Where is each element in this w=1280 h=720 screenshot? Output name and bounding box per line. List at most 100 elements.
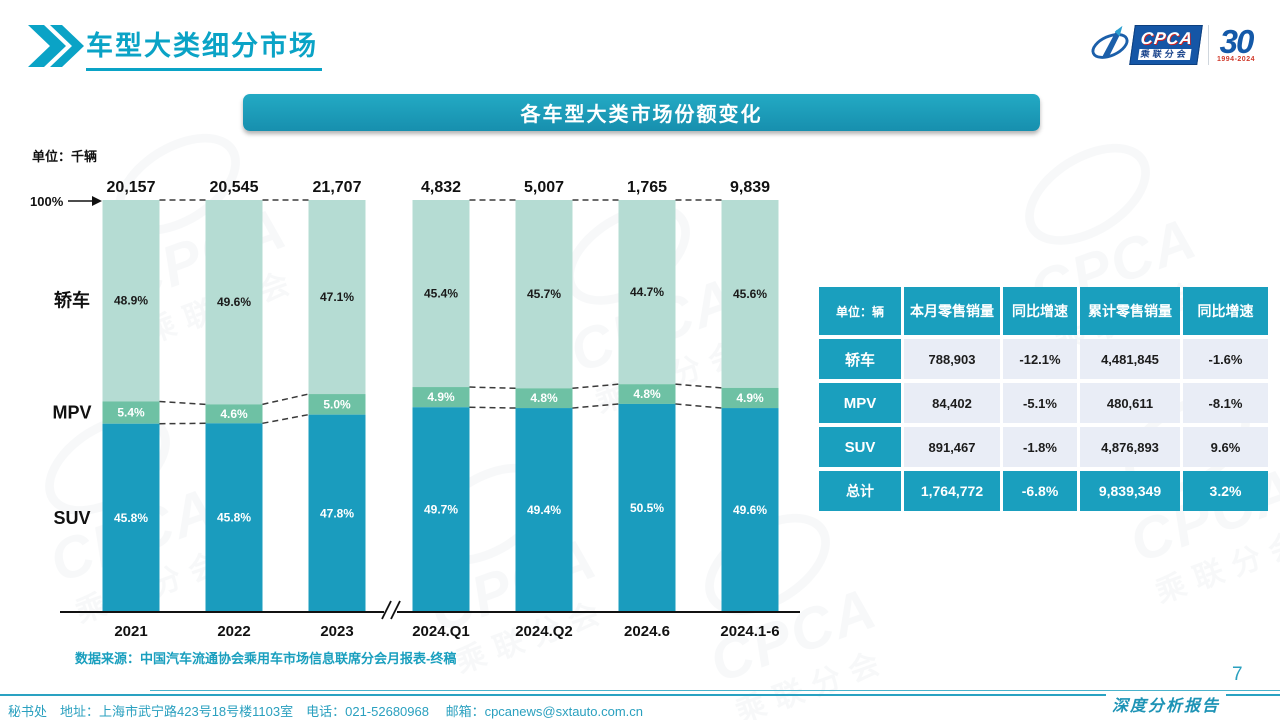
table-cell: 480,611: [1080, 383, 1180, 423]
dashed-connector: [675, 383, 722, 389]
bar-mpv-2024.Q2: [515, 388, 573, 409]
bar-total-label: 9,839: [730, 179, 770, 196]
mpv-pct-label: 4.6%: [220, 407, 248, 421]
bar-suv-2024.Q2: [515, 408, 573, 612]
bar-sedan-2022: [205, 200, 263, 405]
row-label: 总计: [819, 471, 901, 511]
sedan-pct-label: 45.6%: [733, 287, 767, 301]
mpv-pct-label: 5.4%: [117, 406, 145, 420]
bar-total-label: 21,707: [313, 179, 362, 196]
sedan-pct-label: 48.9%: [114, 294, 148, 308]
bar-mpv-2021: [102, 401, 160, 424]
table-row-总计: 总计 1,764,772 -6.8% 9,839,349 3.2%: [819, 471, 1268, 511]
sales-table: 单位：辆 本月零售销量 同比增速 累计零售销量 同比增速 轿车 788,903 -12.1% 4…: [816, 283, 1271, 515]
section-banner-title: 各车型大类市场份额变化: [520, 104, 763, 126]
sedan-pct-label: 44.7%: [630, 285, 664, 299]
footer-line-thick: [0, 694, 1280, 696]
table-cell: -1.6%: [1183, 339, 1268, 379]
anniversary-logo: 30 1994-2024: [1217, 22, 1255, 64]
market-share-stacked-bar-chart: 20,157 48.9% 5.4% 45.8% 2021 20,545 49.6% 4.6% 4…: [30, 179, 800, 640]
anniversary-years: 1994-2024: [1217, 56, 1255, 64]
dashed-connector: [262, 393, 309, 406]
x-tick-label: 2024.Q1: [412, 623, 470, 640]
dashed-connector: [572, 383, 619, 390]
bar-suv-2024.Q1: [412, 407, 470, 612]
double-chevron-icon: [28, 25, 84, 67]
bar-total-label: 20,545: [210, 179, 259, 196]
bar-mpv-2024.Q1: [412, 387, 470, 408]
bar-total-label: 20,157: [107, 179, 156, 196]
series-label-suv: SUV: [53, 508, 90, 528]
sedan-pct-label: 47.1%: [320, 290, 354, 304]
table-cell: 9.6%: [1183, 427, 1268, 467]
bar-suv-2023: [308, 414, 366, 612]
footer-line-thin: [150, 690, 1280, 691]
suv-pct-label: 49.6%: [733, 503, 767, 517]
dashed-connector: [572, 403, 619, 409]
table-column-header: 同比增速: [1003, 287, 1077, 335]
suv-pct-label: 45.8%: [217, 511, 251, 525]
dashed-connector: [675, 403, 722, 409]
axis-break-mark: [390, 600, 401, 620]
sedan-pct-label: 45.4%: [424, 287, 458, 301]
bar-sedan-2023: [308, 200, 366, 395]
mpv-pct-label: 4.9%: [736, 391, 764, 405]
bar-suv-2024.1-6: [721, 408, 779, 612]
table-cell: 788,903: [904, 339, 1000, 379]
bar-total-label: 5,007: [524, 179, 564, 196]
anniversary-number: 30: [1219, 22, 1255, 60]
dashed-connector: [469, 386, 516, 390]
dashed-connector: [159, 400, 206, 406]
mpv-pct-label: 4.8%: [633, 387, 661, 401]
x-tick-label: 2021: [114, 623, 147, 640]
x-tick-label: 2024.Q2: [515, 623, 573, 640]
bar-sedan-2021: [102, 200, 160, 402]
table-cell: -12.1%: [1003, 339, 1077, 379]
table-header-row: 单位：辆 本月零售销量 同比增速 累计零售销量 同比增速: [819, 287, 1268, 335]
table-cell: -1.8%: [1003, 427, 1077, 467]
suv-pct-label: 49.4%: [527, 503, 561, 517]
table-cell: 84,402: [904, 383, 1000, 423]
x-tick-label: 2024.1-6: [720, 623, 779, 640]
bar-mpv-2024.6: [618, 384, 676, 404]
page-title: 车型大类细分市场: [86, 24, 322, 71]
series-label-sedan: 轿车: [54, 290, 90, 311]
suv-pct-label: 47.8%: [320, 506, 354, 520]
table-column-header: 同比增速: [1183, 287, 1268, 335]
bar-sedan-2024.Q1: [412, 200, 470, 388]
table-cell: -6.8%: [1003, 471, 1077, 511]
table-cell: -8.1%: [1183, 383, 1268, 423]
bar-sedan-2024.1-6: [721, 200, 779, 388]
table-cell: 891,467: [904, 427, 1000, 467]
sedan-pct-label: 49.6%: [217, 295, 251, 309]
bar-mpv-2024.1-6: [721, 387, 779, 409]
cpca-logo-subtext: 乘联分会: [1137, 49, 1192, 60]
section-banner: 各车型大类市场份额变化: [243, 94, 1040, 131]
x-tick-label: 2022: [217, 623, 250, 640]
table-cell: 3.2%: [1183, 471, 1268, 511]
bar-suv-2024.6: [618, 403, 676, 612]
x-tick-label: 2023: [320, 623, 353, 640]
cpca-logo-box: CPCA 乘联分会: [1129, 25, 1203, 65]
table-row-轿车: 轿车 788,903 -12.1% 4,481,845 -1.6%: [819, 339, 1268, 379]
table-cell: 1,764,772: [904, 471, 1000, 511]
mpv-pct-label: 4.8%: [530, 391, 558, 405]
row-label: 轿车: [819, 339, 901, 379]
bar-total-label: 1,765: [627, 179, 667, 196]
table-unit-header: 单位：辆: [819, 287, 901, 335]
row-label: MPV: [819, 383, 901, 423]
page-number: 7: [1232, 664, 1243, 685]
bar-mpv-2022: [205, 404, 263, 424]
suv-pct-label: 49.7%: [424, 503, 458, 517]
arrow-head-icon: [92, 196, 102, 206]
sales-table-wrap: 单位：辆 本月零售销量 同比增速 累计零售销量 同比增速 轿车 788,903 -12.1% 4…: [816, 283, 1268, 515]
cpca-swoosh-icon: [1091, 25, 1129, 59]
bar-mpv-2023: [308, 394, 366, 415]
bar-suv-2021: [102, 423, 160, 612]
bar-total-label: 4,832: [421, 179, 461, 196]
x-tick-label: 2024.6: [624, 623, 670, 640]
series-label-mpv: MPV: [52, 403, 91, 423]
hundred-percent-label: 100%: [30, 194, 64, 209]
suv-pct-label: 50.5%: [630, 501, 664, 515]
